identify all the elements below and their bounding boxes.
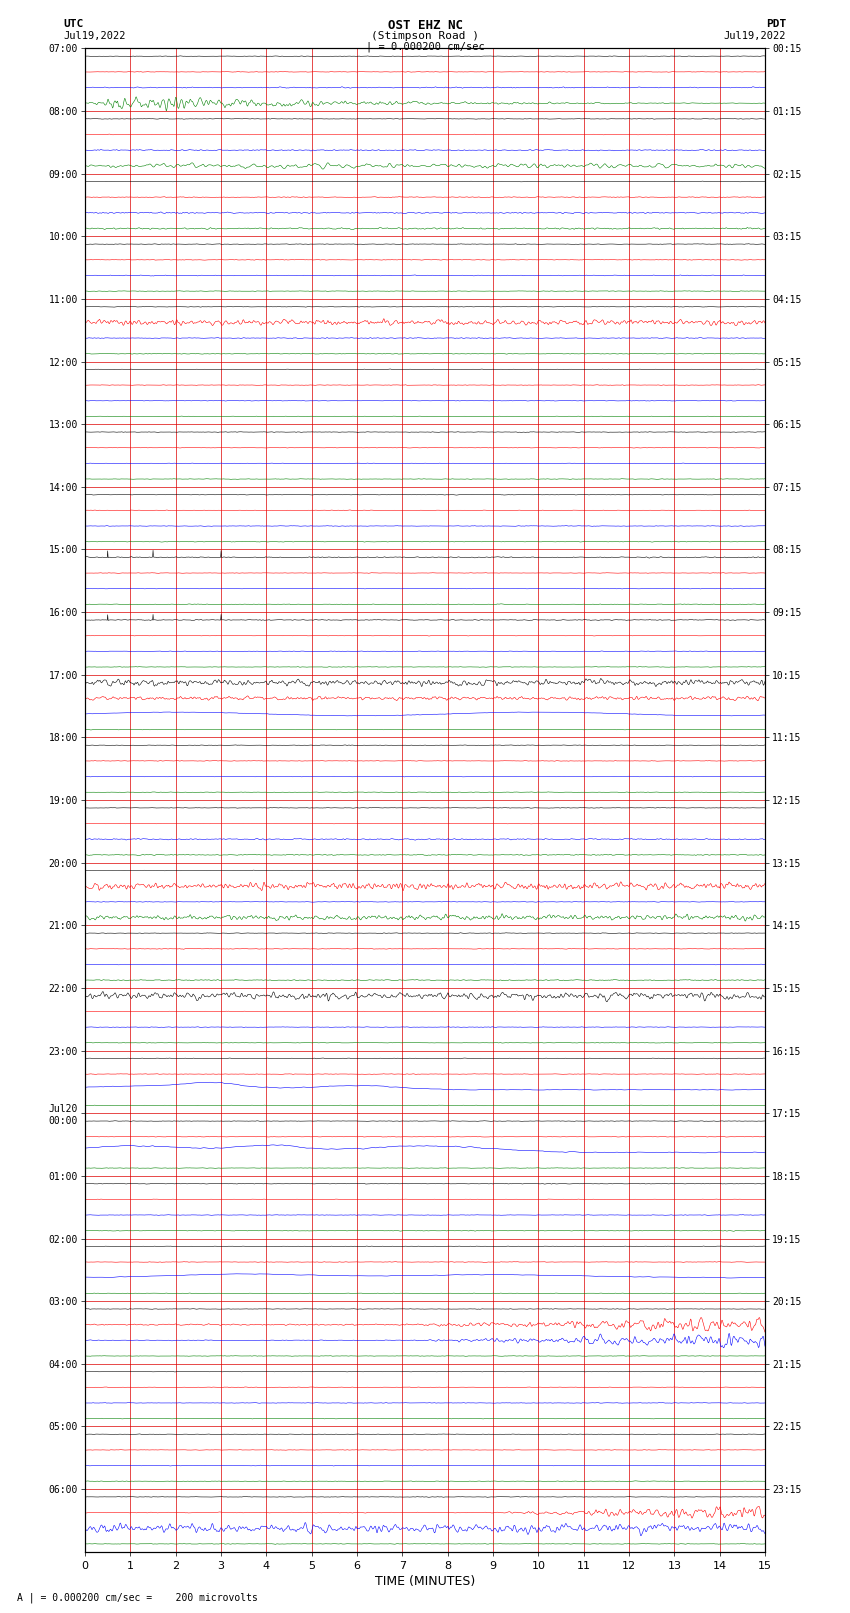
- Text: (Stimpson Road ): (Stimpson Road ): [371, 31, 479, 40]
- Text: Jul19,2022: Jul19,2022: [723, 31, 786, 40]
- Text: PDT: PDT: [766, 19, 786, 29]
- Text: OST EHZ NC: OST EHZ NC: [388, 19, 462, 32]
- Text: Jul19,2022: Jul19,2022: [64, 31, 127, 40]
- Text: | = 0.000200 cm/sec: | = 0.000200 cm/sec: [366, 42, 484, 53]
- X-axis label: TIME (MINUTES): TIME (MINUTES): [375, 1574, 475, 1587]
- Text: UTC: UTC: [64, 19, 84, 29]
- Text: A | = 0.000200 cm/sec =    200 microvolts: A | = 0.000200 cm/sec = 200 microvolts: [17, 1592, 258, 1603]
